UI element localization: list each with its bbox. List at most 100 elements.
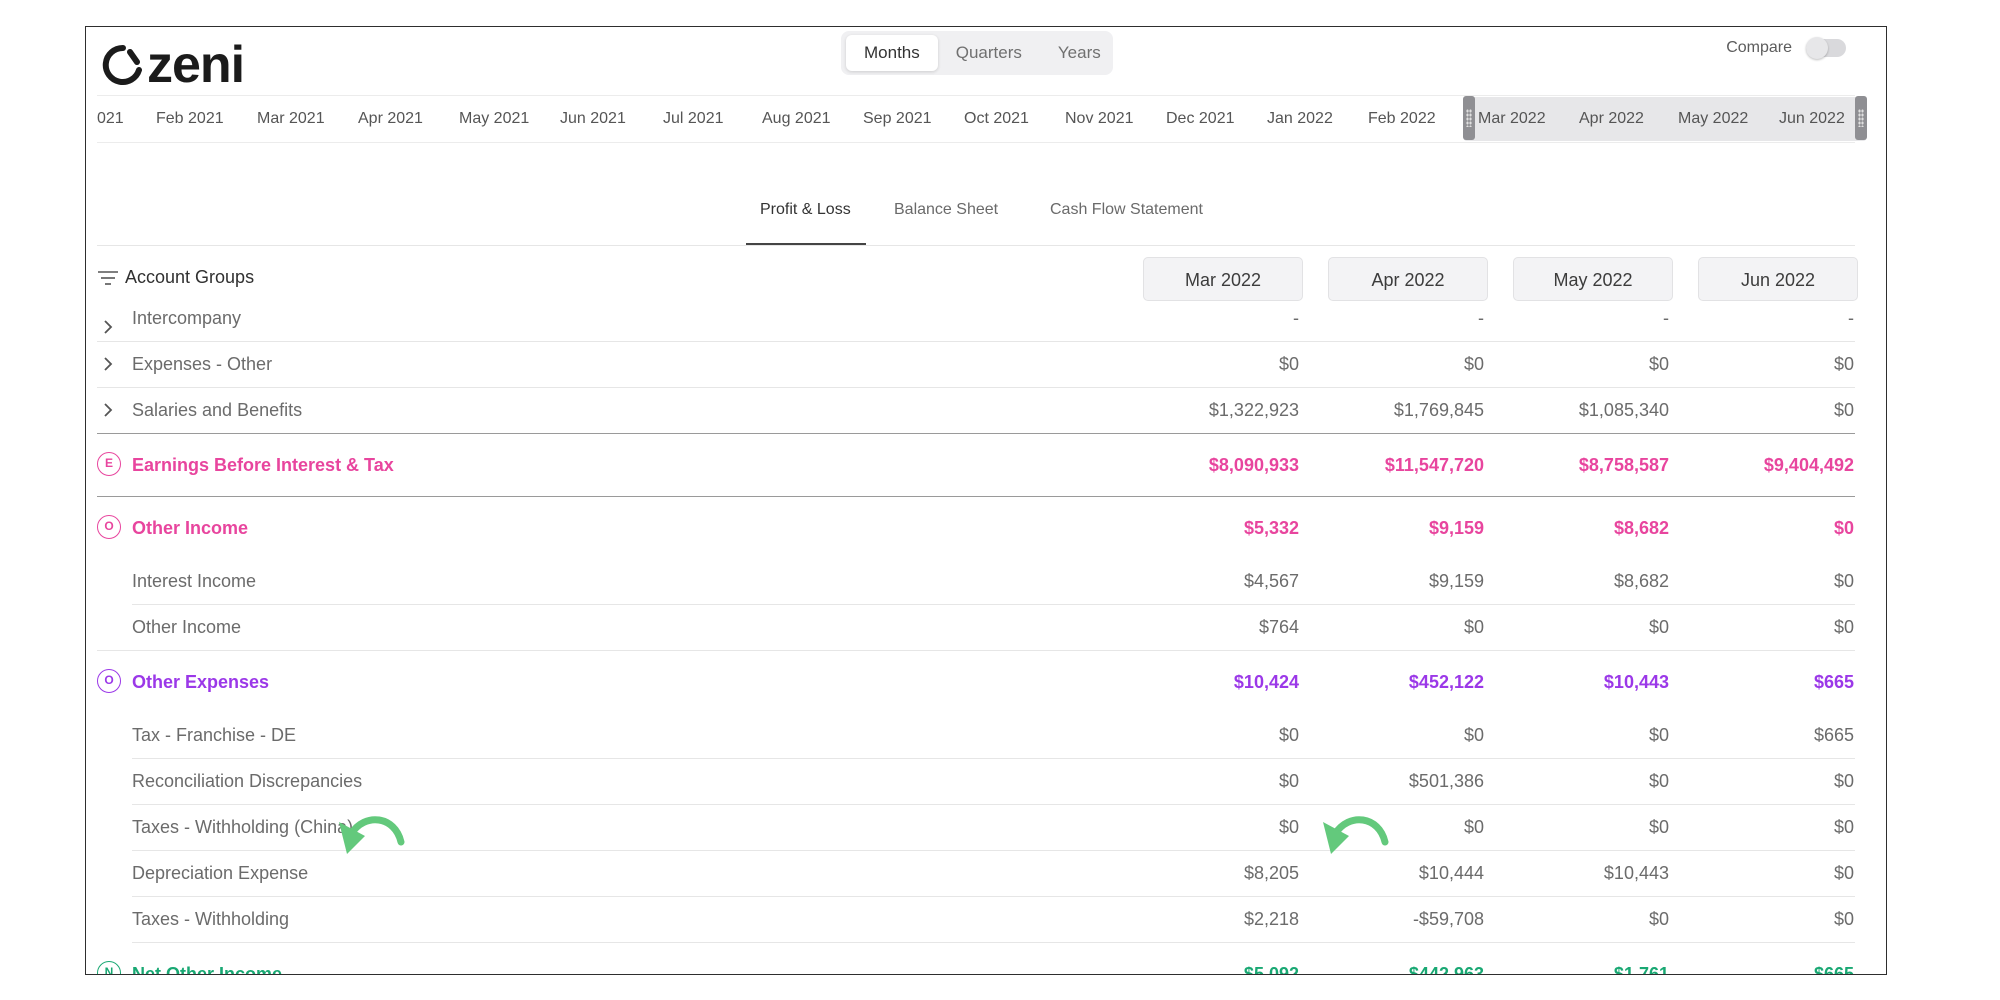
row-value-jun-2022: $0 [1833, 771, 1854, 791]
curved-arrow-icon [339, 816, 405, 854]
brand-name: zeni [147, 36, 245, 94]
timeline-month[interactable]: Apr 2021 [358, 110, 423, 127]
group-row-other-expenses[interactable]: O Other Expenses $10,424 $452,122 $10,44… [97, 650, 1855, 713]
row-label: Interest Income [132, 571, 257, 591]
period-quarters-button[interactable]: Quarters [955, 43, 1022, 62]
group-row-other-income[interactable]: O Other Income $5,332 $9,159 $8,682 $0 [97, 497, 1855, 559]
compare-toggle[interactable] [1806, 37, 1846, 59]
zeni-logo-icon [102, 44, 142, 85]
period-toggle: Months Quarters Years [841, 31, 1113, 75]
compare-control: Compare [1726, 37, 1846, 59]
row-value-jun-2022: - [1848, 309, 1854, 328]
chevron-right-icon[interactable] [100, 319, 116, 335]
column-header[interactable]: May 2022 [1513, 257, 1673, 301]
table-row[interactable]: Other Income $764 $0 $0 $0 [132, 605, 1855, 650]
row-value-mar-2022: $2,218 [1243, 909, 1299, 929]
tab-profit-and-loss[interactable]: Profit & Loss [760, 201, 851, 218]
group-row-net-other-income[interactable]: N Net Other Income -$5,092 -$442,963 -$1… [97, 943, 1855, 975]
timeline-month[interactable]: Feb 2021 [156, 110, 224, 127]
row-value-mar-2022: $0 [1278, 354, 1299, 374]
timeline-month[interactable]: Dec 2021 [1166, 110, 1235, 127]
timeline-month[interactable]: May 2022 [1678, 110, 1749, 127]
row-value-mar-2022: $8,205 [1243, 863, 1299, 883]
row-value-mar-2022: $0 [1278, 817, 1299, 837]
curved-arrow-icon [1323, 816, 1389, 854]
timeline-month[interactable]: Sep 2021 [863, 110, 932, 127]
row-value-apr-2022: - [1478, 309, 1484, 328]
column-header[interactable]: Apr 2022 [1328, 257, 1488, 301]
timeline-selected-range[interactable] [1463, 97, 1867, 141]
row-value-jun-2022: $0 [1833, 400, 1854, 420]
table-row[interactable]: Depreciation Expense $8,205 $10,444 $10,… [132, 851, 1855, 897]
row-value-mar-2022: $764 [1258, 617, 1299, 637]
month-timeline: 021 Feb 2021 Mar 2021 Apr 2021 May 2021 … [97, 95, 1867, 143]
row-value-jun-2022: $0 [1833, 354, 1854, 374]
row-label: Intercompany [132, 309, 242, 328]
period-months-button[interactable]: Months [846, 35, 938, 71]
row-value-may-2022: - [1663, 309, 1669, 328]
timeline-month[interactable]: Mar 2021 [257, 110, 325, 127]
row-label: Salaries and Benefits [132, 400, 303, 420]
period-years-button[interactable]: Years [1057, 43, 1101, 62]
timeline-month[interactable]: Mar 2022 [1478, 110, 1546, 127]
timeline-month[interactable]: Aug 2021 [762, 110, 831, 127]
range-start-handle[interactable] [1463, 96, 1475, 140]
row-value-may-2022: $10,443 [1603, 672, 1669, 692]
timeline-month[interactable]: Nov 2021 [1065, 110, 1134, 127]
timeline-month[interactable]: Jan 2022 [1267, 110, 1333, 127]
row-label: Reconciliation Discrepancies [132, 771, 363, 791]
row-value-may-2022: $8,758,587 [1578, 455, 1669, 475]
table-row[interactable]: Salaries and Benefits $1,322,923 $1,769,… [97, 388, 1855, 434]
report-window: zeni Months Quarters Years Compare 021 F… [85, 26, 1887, 975]
chevron-right-icon[interactable] [100, 356, 116, 372]
table-row[interactable]: Interest Income $4,567 $9,159 $8,682 $0 [132, 559, 1855, 605]
row-value-jun-2022: -$665 [1807, 964, 1854, 975]
column-header[interactable]: Jun 2022 [1698, 257, 1858, 301]
drag-handle-icon [1858, 109, 1864, 127]
timeline-month[interactable]: May 2021 [459, 110, 530, 127]
pl-table: Intercompany - - - - Expenses - Other $0… [97, 309, 1855, 975]
row-label: Other Income [132, 617, 242, 637]
row-value-mar-2022: -$5,092 [1237, 964, 1299, 975]
table-row[interactable]: Tax - Franchise - DE $0 $0 $0 $665 [132, 713, 1855, 759]
compare-toggle-knob [1806, 37, 1828, 59]
row-value-mar-2022: - [1293, 309, 1299, 328]
row-value-mar-2022: $1,322,923 [1208, 400, 1299, 420]
table-row[interactable]: Intercompany - - - - [97, 309, 1855, 342]
tab-balance-sheet[interactable]: Balance Sheet [894, 201, 999, 218]
table-header-row: Account Groups Mar 2022 Apr 2022 May 202… [97, 257, 1858, 303]
row-value-apr-2022: $452,122 [1408, 672, 1484, 692]
row-label: Taxes - Withholding [132, 909, 290, 929]
table-row[interactable]: Expenses - Other $0 $0 $0 $0 [97, 342, 1855, 388]
row-value-may-2022: -$1,761 [1607, 964, 1669, 975]
row-value-mar-2022: $0 [1278, 725, 1299, 745]
range-end-handle[interactable] [1855, 96, 1867, 140]
row-label: Depreciation Expense [132, 863, 309, 883]
zeni-logo[interactable]: zeni [101, 35, 245, 95]
timeline-month[interactable]: Oct 2021 [964, 110, 1029, 127]
table-row[interactable]: Taxes - Withholding $2,218 -$59,708 $0 $… [132, 897, 1855, 943]
row-value-jun-2022: $0 [1833, 617, 1854, 637]
row-value-mar-2022: $10,424 [1233, 672, 1299, 692]
row-value-jun-2022: $665 [1813, 672, 1854, 692]
group-row-ebit[interactable]: E Earnings Before Interest & Tax $8,090,… [97, 434, 1855, 497]
row-label: Tax - Franchise - DE [132, 725, 297, 745]
timeline-month[interactable]: Jul 2021 [663, 110, 724, 127]
table-row[interactable]: Reconciliation Discrepancies $0 $501,386… [132, 759, 1855, 805]
row-value-apr-2022: -$59,708 [1412, 909, 1484, 929]
row-value-jun-2022: $0 [1833, 863, 1854, 883]
tab-cash-flow-statement[interactable]: Cash Flow Statement [1050, 201, 1203, 218]
chevron-right-icon[interactable] [100, 402, 116, 418]
timeline-month[interactable]: Feb 2022 [1368, 110, 1436, 127]
row-value-may-2022: $0 [1648, 909, 1669, 929]
account-groups-button[interactable]: Account Groups [97, 267, 254, 288]
row-value-apr-2022: -$442,963 [1402, 964, 1484, 975]
column-header[interactable]: Mar 2022 [1143, 257, 1303, 301]
timeline-month[interactable]: Jun 2021 [560, 110, 626, 127]
row-label: Other Expenses [132, 672, 270, 692]
timeline-month[interactable]: Apr 2022 [1579, 110, 1644, 127]
timeline-month[interactable]: Jun 2022 [1779, 110, 1845, 127]
table-row[interactable]: Taxes - Withholding (China) $0 $0 $0 $0 [132, 805, 1855, 851]
filter-icon [98, 270, 118, 285]
timeline-month[interactable]: 021 [97, 110, 124, 127]
